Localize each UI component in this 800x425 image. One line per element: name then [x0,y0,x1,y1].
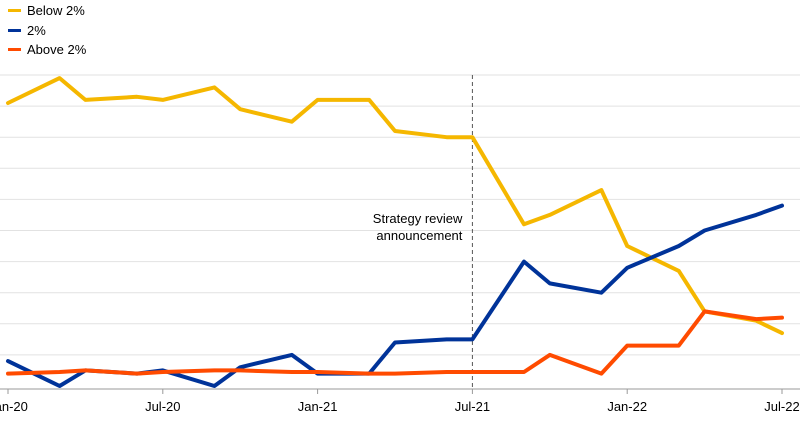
x-tick-label: Jul-21 [455,399,490,414]
legend-swatch-below-2pct [8,9,21,13]
legend-swatch-above-2pct [8,48,21,52]
series-line-below-2pct [6,76,784,336]
x-tick-label: Jan-21 [298,399,338,414]
x-tick-label: Jul-20 [145,399,180,414]
gridlines [0,74,800,356]
legend-item-above-2pct: Above 2% [8,40,86,60]
legend: Below 2% 2% Above 2% [8,1,86,60]
x-axis: Jan-20 Jul-20 Jan-21 Jul-21 Jan-22 Jul-22 [0,388,800,414]
legend-label-above-2pct: Above 2% [27,42,87,57]
legend-label-below-2pct: Below 2% [27,3,85,18]
annotation-group: Strategy review announcement [373,75,473,389]
series-line-above-2pct [6,309,784,376]
legend-swatch-2pct [8,28,21,32]
legend-item-below-2pct: Below 2% [8,1,86,21]
series-lines [6,76,784,388]
legend-label-2pct: 2% [27,22,46,38]
x-tick-label: Jan-20 [0,399,28,414]
strategy-review-label: Strategy review announcement [373,211,463,243]
x-tick-label: Jan-22 [607,399,647,414]
legend-item-2pct: 2% [8,21,86,41]
x-tick-label: Jul-22 [764,399,799,414]
